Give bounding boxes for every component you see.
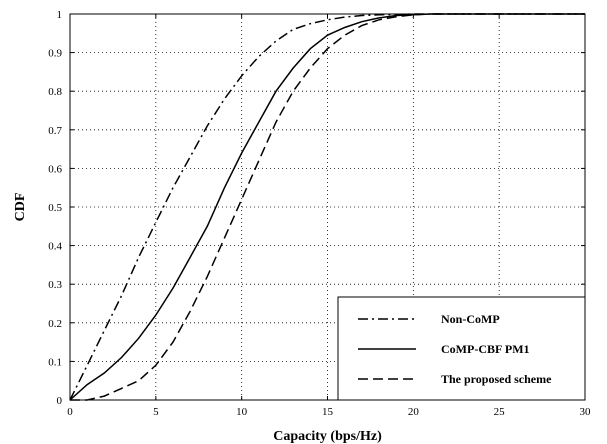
y-axis-title: CDF [13, 193, 28, 222]
y-tick-label: 0.2 [48, 318, 62, 330]
y-tick-label: 0.9 [48, 48, 62, 60]
legend: Non-CoMP CoMP-CBF PM1 The proposed scheme [337, 296, 586, 401]
y-tick-label: 0 [57, 395, 63, 407]
y-tick-label: 0.4 [48, 241, 62, 253]
series-line-comp-cbf-pm1 [69, 13, 585, 401]
x-tick-label: 20 [408, 406, 420, 418]
x-tick-label: 5 [153, 406, 159, 418]
y-tick-label: 0.6 [48, 163, 62, 175]
grid-layer [70, 14, 585, 400]
x-tick-label: 15 [322, 406, 334, 418]
legend-label: CoMP-CBF PM1 [441, 342, 530, 356]
series-line-the-proposed-scheme [70, 13, 585, 401]
x-tick-label: 10 [236, 406, 248, 418]
y-tick-label: 1 [57, 9, 63, 21]
y-tick-label: 0.1 [48, 356, 62, 368]
y-tick-label: 0.8 [48, 86, 62, 98]
x-axis-title: Capacity (bps/Hz) [273, 429, 382, 444]
legend-label: Non-CoMP [441, 312, 500, 326]
x-tick-label: 30 [580, 406, 592, 418]
tick-layer: 0 5 10 15 20 25 30 0 0.1 0.2 0.3 0.4 0.5 0.6 0.7 0.8 0.9… [48, 9, 591, 418]
x-tick-label: 25 [494, 406, 506, 418]
y-tick-label: 0.3 [48, 279, 62, 291]
legend-label: The proposed scheme [441, 372, 552, 386]
y-tick-label: 0.7 [48, 125, 62, 137]
x-tick-label: 0 [67, 406, 73, 418]
y-tick-label: 0.5 [48, 202, 62, 214]
